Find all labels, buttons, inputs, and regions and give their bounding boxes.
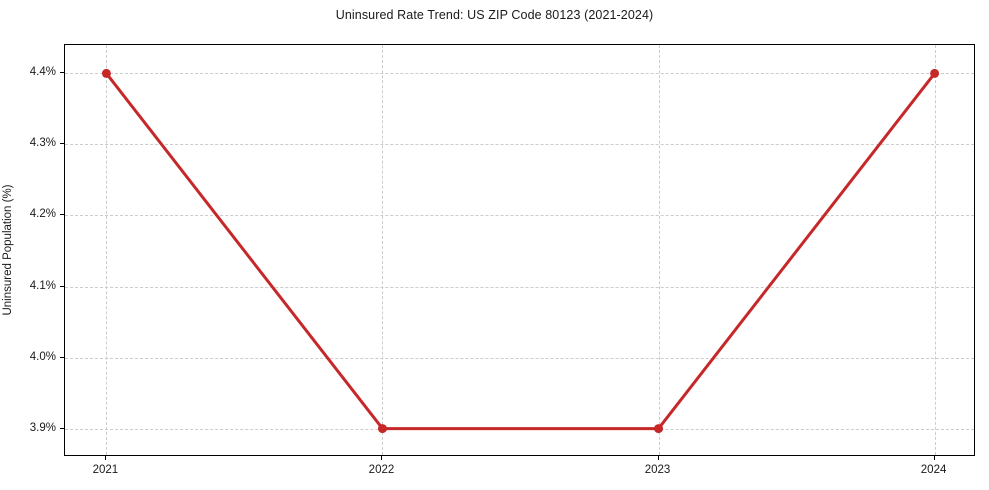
gridline-horizontal	[65, 73, 974, 75]
y-tick-mark	[60, 214, 64, 216]
x-tick-mark	[657, 456, 659, 460]
y-tick-mark	[60, 285, 64, 287]
y-tick-label: 4.4%	[29, 66, 56, 79]
y-tick-label: 4.1%	[29, 279, 56, 292]
x-tick-mark	[105, 456, 107, 460]
series-markers	[101, 68, 940, 434]
series-polyline	[104, 71, 937, 431]
y-axis-tick-labels: 3.9% 4.0% 4.1% 4.2% 4.3% 4.4%	[0, 44, 56, 456]
line-series	[101, 68, 940, 434]
y-tick-label: 4.3%	[29, 137, 56, 150]
gridline-horizontal	[65, 144, 974, 146]
x-axis-ticks: 2021 2022 2023 2024	[64, 456, 975, 486]
gridline-horizontal	[65, 286, 974, 288]
y-tick-label: 4.2%	[29, 208, 56, 221]
gridline-horizontal	[65, 215, 974, 217]
x-tick-mark	[933, 456, 935, 460]
x-tick-mark	[381, 456, 383, 460]
y-tick-label: 4.0%	[29, 350, 56, 363]
data-point-marker	[101, 68, 111, 78]
gridline-vertical	[382, 45, 384, 455]
plot-area	[64, 44, 975, 456]
data-point-marker	[377, 424, 387, 434]
data-point-marker	[654, 424, 664, 434]
y-tick-label: 3.9%	[29, 421, 56, 434]
chart-title: Uninsured Rate Trend: US ZIP Code 80123 …	[335, 8, 654, 22]
x-tick-label: 2022	[368, 464, 395, 476]
y-tick-mark	[60, 427, 64, 429]
gridline-vertical	[658, 45, 660, 455]
x-tick-label: 2021	[92, 464, 119, 476]
data-point-marker	[930, 68, 940, 78]
gridline-vertical	[934, 45, 936, 455]
gridline-horizontal	[65, 357, 974, 359]
x-tick-label: 2023	[644, 464, 671, 476]
y-tick-mark	[60, 143, 64, 145]
y-tick-mark	[60, 72, 64, 74]
y-tick-mark	[60, 356, 64, 358]
x-tick-label: 2024	[920, 464, 947, 476]
gridline-vertical	[106, 45, 108, 455]
y-axis-tick-marks	[60, 44, 64, 456]
